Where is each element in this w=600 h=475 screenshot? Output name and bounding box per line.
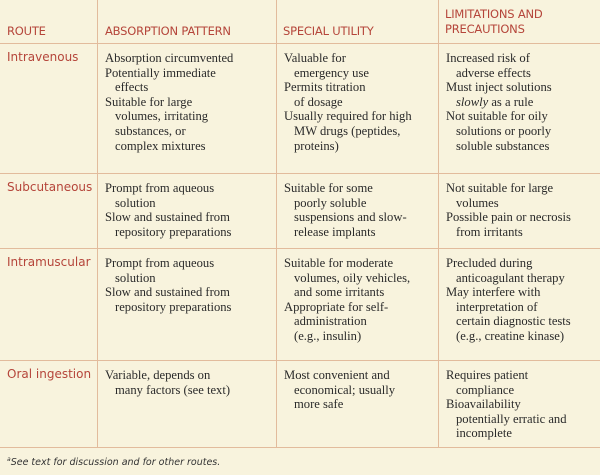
- table-cell: Absorption circumvented Potentially immed…: [105, 51, 233, 153]
- cell-line: economical; usually: [294, 382, 396, 397]
- route-name: Intravenous: [7, 50, 79, 64]
- table-cell: Variable, depends on many factors (see te…: [105, 368, 230, 397]
- cell-line: suspensions and slow-: [294, 210, 407, 225]
- cell-line: more safe: [294, 397, 344, 412]
- table-cell: Increased risk of adverse effects Must inj…: [446, 51, 552, 153]
- cell-line: Valuable for: [284, 51, 346, 65]
- cell-line: solution: [115, 270, 156, 285]
- table-cell: Prompt from aqueous solution Slow and sust…: [105, 181, 231, 239]
- column-divider: [276, 0, 277, 447]
- cell-line: emergency use: [294, 65, 369, 80]
- cell-line: Usually required for high: [284, 109, 412, 124]
- cell-line: Suitable for some: [284, 181, 373, 195]
- route-name: Subcutaneous: [7, 180, 93, 194]
- cell-line: volumes, oily vehicles,: [294, 270, 411, 285]
- cell-line: volumes: [456, 195, 499, 210]
- column-divider: [438, 0, 439, 447]
- cell-line: May interfere with: [446, 285, 541, 300]
- table-cell: Most convenient and economical; usually mo…: [284, 368, 395, 412]
- cell-line: slowly as a rule: [456, 94, 534, 109]
- route-name: Intramuscular: [7, 255, 91, 269]
- cell-line: volumes, irritating: [115, 109, 209, 124]
- cell-line: Prompt from aqueous: [105, 256, 215, 270]
- header-limitations: LIMITATIONS AND PRECAUTIONS: [445, 7, 543, 37]
- cell-line: poorly soluble: [294, 195, 367, 210]
- table-cell: Not suitable for large volumes Possible pa…: [446, 181, 571, 239]
- cell-line: Suitable for moderate: [284, 256, 394, 270]
- cell-line: effects: [115, 80, 149, 95]
- cell-line: Precluded during: [446, 256, 533, 270]
- header-limitations-line: PRECAUTIONS: [445, 22, 525, 36]
- cell-line: repository preparations: [115, 224, 232, 239]
- footnote: aSee text for discussion and for other r…: [7, 456, 220, 468]
- emphasis: slowly: [456, 94, 489, 109]
- table-cell: Valuable for emergency use Permits titrati…: [284, 51, 412, 153]
- row-divider: [0, 173, 600, 174]
- table-cell: Suitable for some poorly soluble suspensio…: [284, 181, 407, 239]
- table-cell: Prompt from aqueous solution Slow and sust…: [105, 256, 231, 314]
- cell-line: Must inject solutions: [446, 80, 552, 95]
- cell-line: complex mixtures: [115, 138, 206, 153]
- cell-line: Prompt from aqueous: [105, 181, 215, 195]
- cell-line: Bioavailability: [446, 397, 521, 412]
- cell-line: of dosage: [294, 94, 343, 109]
- table-cell: Precluded during anticoagulant therapy May…: [446, 256, 571, 344]
- cell-line: potentially erratic and: [456, 411, 567, 426]
- cell-line: from irritants: [456, 224, 523, 239]
- cell-line: Requires patient: [446, 368, 529, 382]
- cell-line: anticoagulant therapy: [456, 270, 565, 285]
- cell-line: Slow and sustained from: [105, 210, 230, 225]
- cell-line: Most convenient and: [284, 368, 390, 382]
- cell-line: administration: [294, 314, 367, 329]
- cell-line: substances, or: [115, 123, 186, 138]
- footnote-text: See text for discussion and for other ro…: [10, 457, 221, 469]
- cell-line: Slow and sustained from: [105, 285, 230, 300]
- cell-line: adverse effects: [456, 65, 531, 80]
- header-absorption-pattern: ABSORPTION PATTERN: [105, 24, 231, 38]
- row-divider: [0, 447, 600, 448]
- cell-line: (e.g., insulin): [294, 328, 362, 343]
- cell-line: solution: [115, 195, 156, 210]
- cell-line: proteins): [294, 138, 339, 153]
- row-divider: [0, 43, 600, 44]
- cell-line: Possible pain or necrosis: [446, 210, 571, 225]
- cell-line: Suitable for large: [105, 94, 193, 109]
- cell-line: Not suitable for oily: [446, 109, 548, 124]
- cell-line: repository preparations: [115, 299, 232, 314]
- cell-line: Potentially immediate: [105, 65, 216, 80]
- header-special-utility: SPECIAL UTILITY: [283, 24, 374, 38]
- header-route: ROUTE: [7, 24, 46, 38]
- cell-line: and some irritants: [294, 285, 385, 300]
- cell-line: Appropriate for self-: [284, 299, 389, 314]
- cell-line: Permits titration: [284, 80, 366, 95]
- cell-line: (e.g., creatine kinase): [456, 328, 565, 343]
- row-divider: [0, 248, 600, 249]
- cell-line: incomplete: [456, 426, 512, 441]
- cell-line: solutions or poorly: [456, 123, 552, 138]
- cell-line: Variable, depends on: [105, 368, 211, 382]
- footnote-marker: a: [7, 456, 11, 463]
- cell-line: soluble substances: [456, 138, 550, 153]
- cell-line: Increased risk of: [446, 51, 530, 65]
- cell-line: Not suitable for large: [446, 181, 554, 195]
- cell-line: interpretation of: [456, 299, 538, 314]
- cell-line: MW drugs (peptides,: [294, 123, 401, 138]
- header-limitations-line: LIMITATIONS AND: [445, 7, 543, 21]
- cell-line: Absorption circumvented: [105, 51, 234, 65]
- cell-line: compliance: [456, 382, 515, 397]
- cell-line: certain diagnostic tests: [456, 314, 571, 329]
- cell-line: many factors (see text): [115, 382, 231, 397]
- row-divider: [0, 360, 600, 361]
- column-divider: [97, 0, 98, 447]
- cell-line: release implants: [294, 224, 376, 239]
- route-name: Oral ingestion: [7, 367, 92, 381]
- table-cell: Suitable for moderate volumes, oily vehic…: [284, 256, 410, 344]
- table-cell: Requires patient compliance Bioavailabilit…: [446, 368, 567, 441]
